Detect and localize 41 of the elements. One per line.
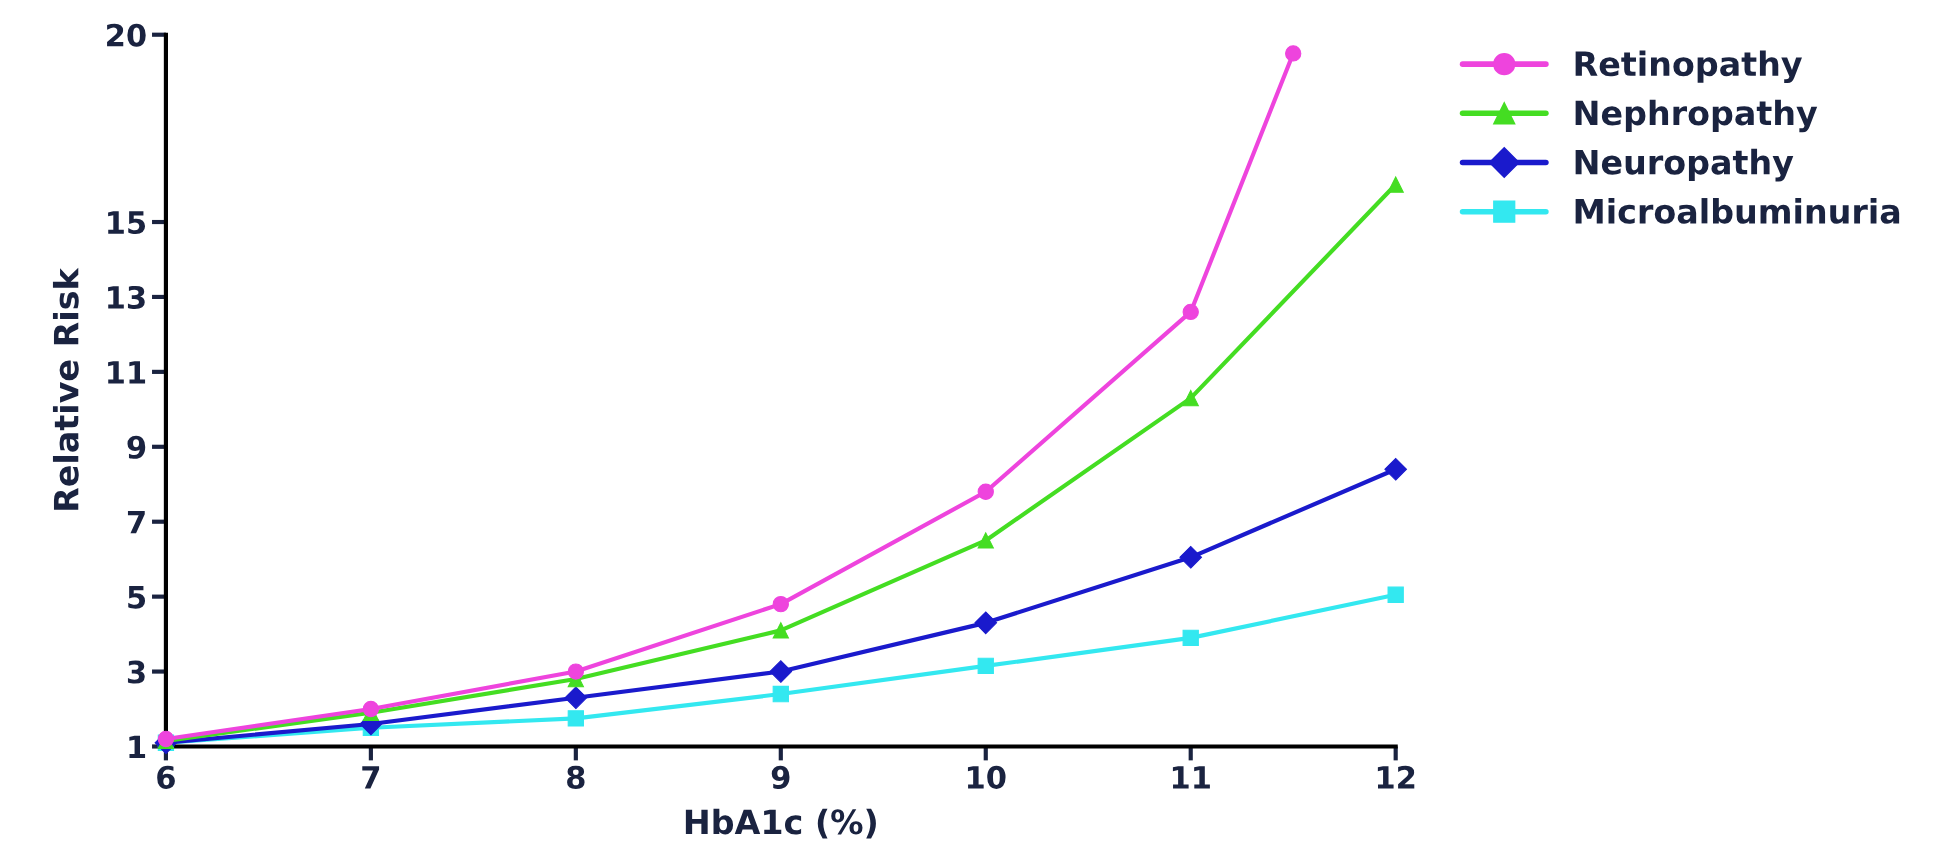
point [1387,176,1404,193]
point [1384,457,1407,481]
y-tick-label: 13 [108,285,145,309]
x-tick-label: 8 [567,765,585,789]
x-tick-label: 6 [157,765,175,789]
point [974,611,998,635]
y-tick-label: 3 [127,660,145,684]
point [564,686,588,710]
point [1387,586,1404,603]
point [1179,545,1203,569]
y-tick-label: 5 [128,585,146,609]
x-tick-label: 12 [1377,765,1415,789]
legend-label: Retinopathy [1575,50,1802,84]
legend-label: Microalbuminuria [1575,198,1900,224]
x-tick-label: 7 [362,766,380,789]
point [1285,45,1302,62]
x-axis-title: HbA1c (%) [685,808,876,839]
point [977,657,994,675]
y-tick-label: 15 [108,211,146,235]
point [772,595,789,613]
legend-label: Neuropathy [1575,148,1794,182]
y-tick-label: 7 [127,511,145,534]
point [1182,389,1199,407]
point [769,660,793,683]
y-tick-label: 11 [108,361,146,384]
y-tick-label: 20 [107,23,146,47]
x-tick-label: 11 [1172,766,1210,789]
point [977,483,994,500]
legend-label: Nephropathy [1575,99,1818,133]
x-tick-label: 9 [771,765,790,789]
y-tick-label: 1 [129,735,146,759]
point [567,663,584,680]
point [567,710,584,727]
x-tick-label: 10 [967,765,1006,789]
point [1182,303,1199,321]
point [977,532,994,549]
y-axis-title: Relative Risk [52,267,79,510]
y-tick-label: 9 [127,435,146,459]
point [772,685,789,703]
point [772,622,789,639]
point [1182,629,1199,646]
